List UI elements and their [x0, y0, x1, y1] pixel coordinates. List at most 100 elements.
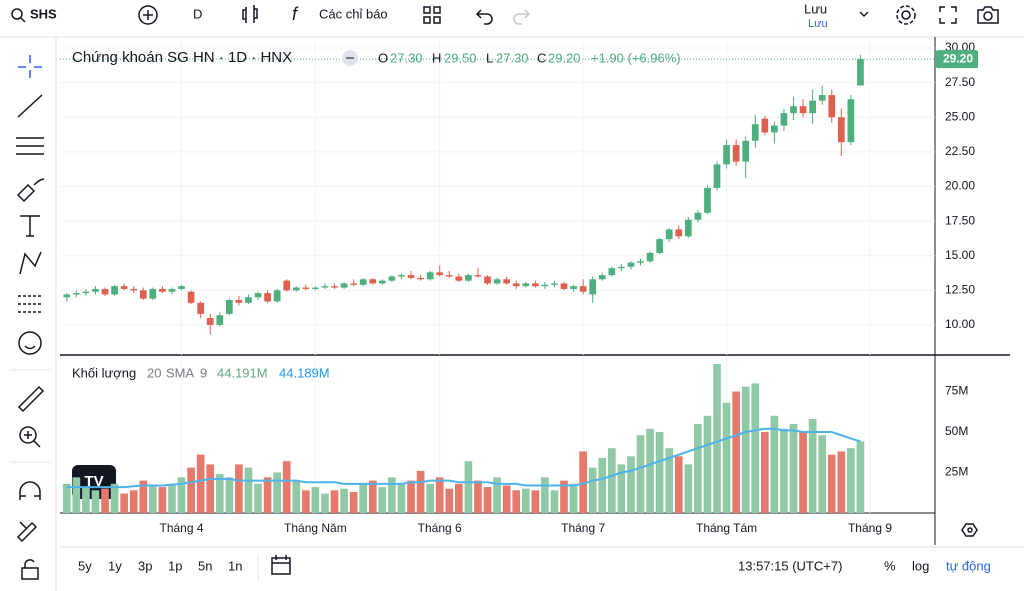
date-range-icon[interactable] [271, 555, 291, 575]
legend-c: C [537, 50, 546, 65]
percent-toggle[interactable]: % [884, 558, 896, 573]
axis-settings[interactable] [961, 523, 978, 537]
sma-value: 44.189M [279, 365, 330, 380]
candle-body [742, 140, 750, 162]
candle-body [130, 288, 138, 291]
range-button[interactable]: 1n [228, 558, 242, 573]
volume-bar [397, 483, 406, 513]
candle-body [302, 287, 310, 289]
volume-bar [149, 485, 157, 513]
candle-body [159, 288, 166, 292]
y-tick-label: 17.50 [945, 213, 975, 227]
screenshot[interactable] [977, 6, 999, 24]
pattern-tool[interactable] [19, 251, 42, 275]
fullscreen[interactable] [939, 6, 957, 24]
brush-tool[interactable] [16, 178, 45, 203]
layouts-icon[interactable] [423, 6, 441, 24]
candle-body [273, 290, 281, 302]
candle-body [206, 318, 214, 325]
trend-line-tool[interactable] [17, 94, 43, 118]
y-tick-label: 22.50 [945, 144, 975, 158]
range-button[interactable]: 5y [78, 558, 92, 573]
sma-length: 9 [200, 365, 207, 380]
volume-bar [254, 483, 262, 513]
volume-bar [655, 432, 664, 513]
crosshair-tool[interactable] [18, 55, 42, 78]
volume-bar [483, 487, 492, 513]
volume-bar [282, 461, 291, 513]
volume-bar [818, 435, 827, 513]
candle-body [570, 286, 577, 289]
volume-bar [837, 451, 846, 513]
candle-body [235, 300, 243, 303]
text-tool[interactable] [20, 215, 40, 237]
search-icon[interactable] [11, 8, 23, 20]
settings[interactable] [901, 10, 911, 20]
volume-bar [340, 488, 348, 513]
volume-bar [799, 432, 807, 513]
volume-bar [579, 451, 587, 513]
candle-body [340, 283, 348, 288]
candle-body [388, 276, 396, 281]
chart-type-icon[interactable] [242, 5, 258, 23]
range-bar: 5y 1y 3p 1p 5n 1n [78, 558, 242, 573]
candle-body [761, 118, 769, 133]
unlock-tool[interactable] [21, 559, 39, 580]
symbol[interactable]: SHS [30, 6, 57, 21]
candle-body [541, 284, 549, 287]
lock-drawing-tool[interactable] [16, 521, 38, 543]
candle-body [139, 290, 147, 299]
legend-title: Chứng khoán SG HN · 1D · HNX [72, 49, 292, 66]
range-button[interactable]: 1y [108, 558, 122, 573]
undo[interactable] [475, 9, 493, 25]
volume-bar [617, 464, 626, 513]
candle-body [799, 106, 807, 114]
range-button[interactable]: 1p [168, 558, 182, 573]
volume-bar [215, 474, 224, 513]
save-dropdown[interactable] [859, 11, 869, 18]
x-tick-label: Tháng 9 [848, 521, 892, 535]
candle-body [704, 187, 711, 213]
redo[interactable] [513, 9, 531, 25]
legend-low: 27.30 [496, 50, 529, 65]
candle-body [350, 283, 357, 285]
volume-bar [435, 477, 444, 513]
save[interactable]: Lưu [804, 1, 827, 16]
zoom-tool[interactable] [19, 426, 37, 444]
volume-bar [82, 487, 90, 513]
volume-bar [598, 457, 607, 513]
icon-tool[interactable] [18, 331, 42, 355]
indicators[interactable]: Các chỉ báo [319, 6, 388, 21]
fib-tool[interactable] [16, 137, 44, 155]
range-button[interactable]: 3p [138, 558, 152, 573]
tv-logo-text: TV [84, 473, 103, 490]
candle-body [646, 252, 654, 262]
volume-bar [550, 490, 559, 513]
volume-bar [560, 480, 568, 513]
volume-bar [378, 487, 387, 513]
sma-line [66, 427, 861, 489]
volume-bar [713, 363, 721, 513]
candle-body [474, 275, 482, 277]
add-symbol[interactable] [138, 5, 158, 25]
candle-body [809, 100, 816, 114]
ruler-tool[interactable] [17, 385, 45, 413]
last-price-label: 29.20 [943, 51, 973, 65]
candle-body [312, 287, 319, 289]
log-toggle[interactable]: log [912, 558, 929, 573]
volume-bar [455, 483, 463, 513]
interval[interactable]: D [193, 6, 202, 21]
magnet-tool[interactable] [19, 481, 41, 500]
fx-icon[interactable]: f [292, 4, 299, 24]
volume-bar [531, 490, 540, 513]
x-tick-label: Tháng 4 [160, 521, 204, 535]
y-tick-label: 12.50 [945, 283, 975, 297]
volume-bar [407, 480, 415, 513]
candle-body [780, 113, 788, 126]
auto-toggle[interactable]: tự động [946, 558, 991, 573]
range-button[interactable]: 5n [198, 558, 212, 573]
x-tick-label: Tháng 7 [561, 521, 605, 535]
prediction-tool[interactable] [18, 295, 42, 313]
volume-bar [502, 485, 511, 513]
volume-bar [541, 477, 549, 513]
